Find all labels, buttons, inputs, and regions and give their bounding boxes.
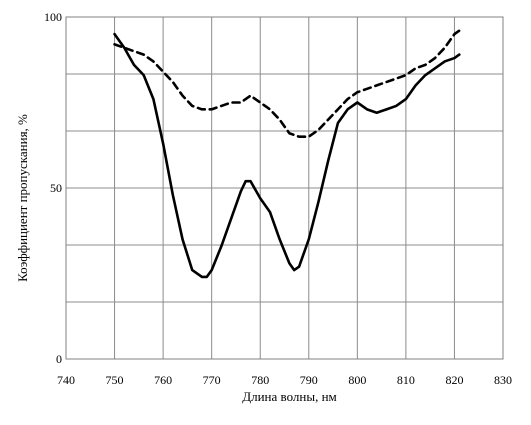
series-layer <box>113 29 461 279</box>
x-tick-label: 800 <box>348 373 366 387</box>
x-tick-label: 830 <box>494 373 512 387</box>
y-axis-title: Коэффициент пропускания, % <box>15 114 30 282</box>
x-tick-label: 790 <box>300 373 318 387</box>
y-tick-labels: 0 50 100 <box>44 10 62 366</box>
plot-frame <box>65 16 504 360</box>
dashed-series-line <box>113 29 461 138</box>
solid-series-line <box>113 32 461 279</box>
y-tick-label: 50 <box>50 181 62 195</box>
x-tick-label: 770 <box>203 373 221 387</box>
x-axis-title: Длина волны, нм <box>242 389 337 404</box>
x-tick-label: 820 <box>445 373 463 387</box>
y-tick-label: 100 <box>44 10 62 24</box>
x-tick-label: 780 <box>251 373 269 387</box>
x-tick-labels: 740 750 760 770 780 790 800 810 820 830 <box>57 373 512 387</box>
x-tick-label: 740 <box>57 373 75 387</box>
chart-grid <box>65 17 504 360</box>
x-tick-label: 810 <box>397 373 415 387</box>
x-tick-label: 760 <box>154 373 172 387</box>
y-tick-label: 0 <box>56 352 62 366</box>
x-tick-label: 750 <box>106 373 124 387</box>
